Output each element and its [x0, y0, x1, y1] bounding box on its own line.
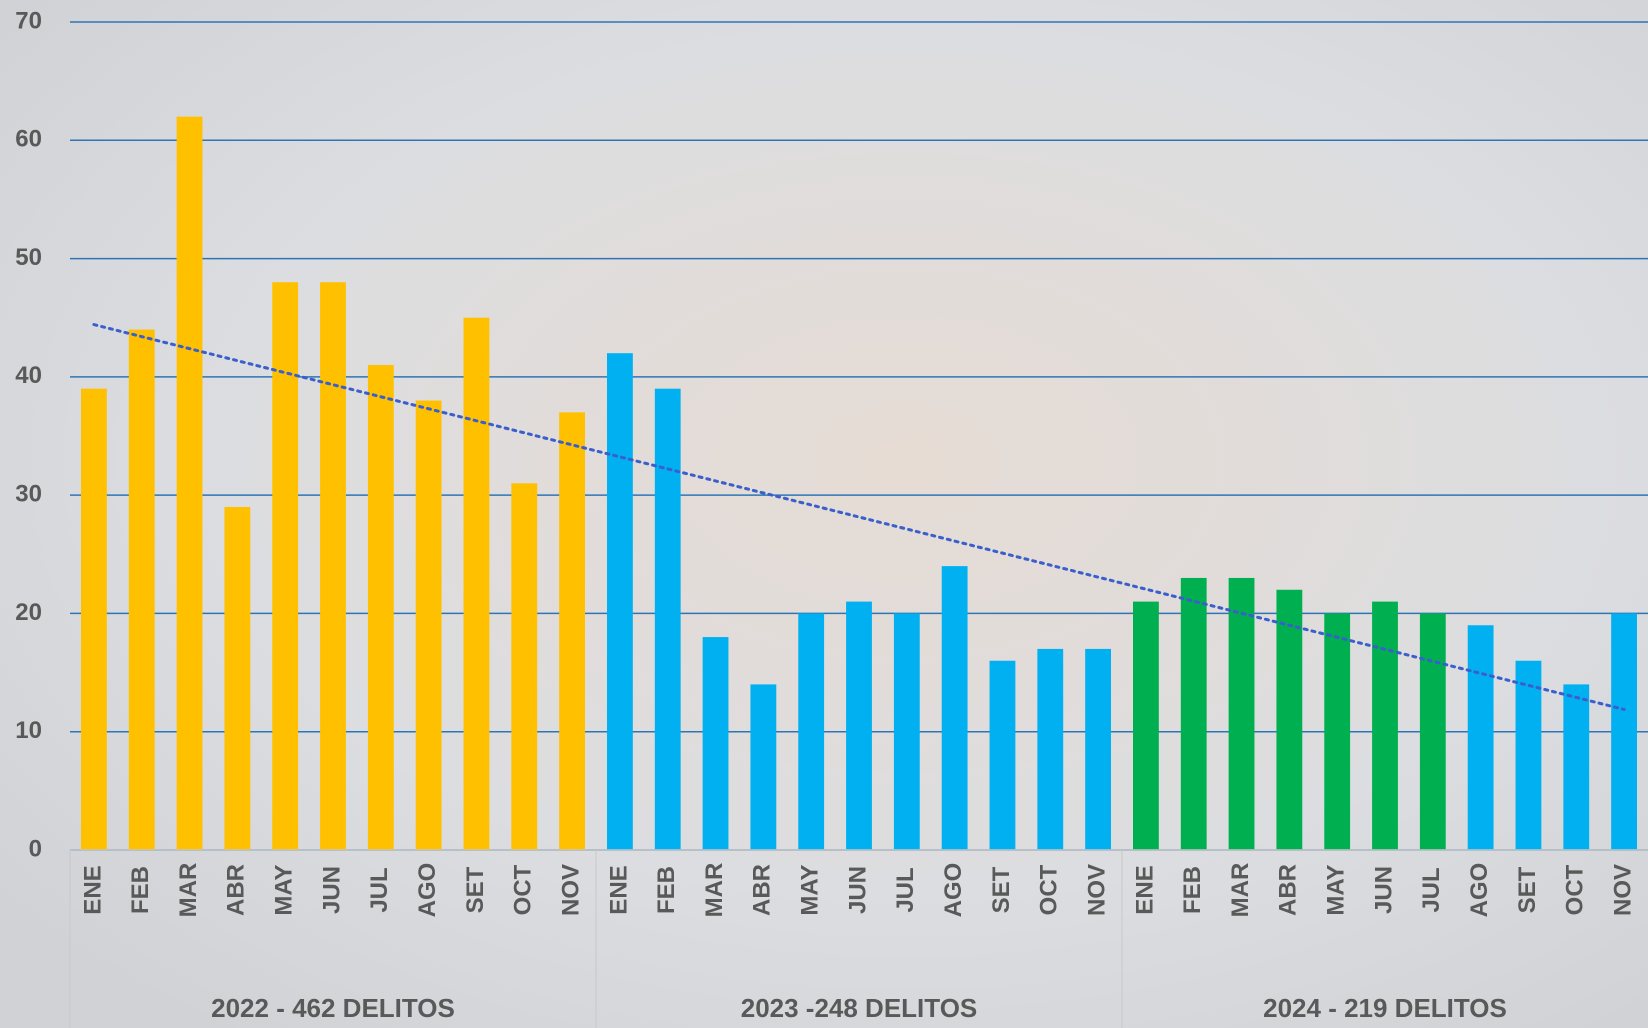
x-tick-label: ABR — [223, 864, 250, 916]
bar — [606, 353, 633, 850]
x-tick-label: JUL — [1418, 867, 1445, 912]
bar — [750, 684, 777, 850]
x-tick-label: SET — [988, 866, 1015, 913]
bar — [511, 483, 538, 850]
bar — [1563, 684, 1590, 850]
x-tick-label: SET — [462, 866, 489, 913]
group-label: 2023 -248 DELITOS — [741, 993, 978, 1023]
x-tick-label: FEB — [653, 866, 680, 914]
bar — [320, 282, 346, 850]
x-tick-label: JUL — [366, 867, 393, 912]
x-tick-label: OCT — [510, 864, 537, 915]
bar — [559, 412, 586, 850]
bar — [128, 329, 155, 850]
group-label: 2024 - 219 DELITOS — [1263, 993, 1507, 1023]
x-tick-label: NOV — [557, 864, 584, 916]
x-tick-label: FEB — [1179, 866, 1206, 914]
bar — [1467, 625, 1494, 850]
x-tick-label: AGO — [1466, 863, 1493, 918]
y-tick-label: 30 — [15, 480, 42, 507]
x-tick-label: MAY — [271, 864, 298, 915]
x-tick-label: NOV — [1609, 864, 1636, 916]
x-tick-label: SET — [1514, 866, 1541, 913]
x-tick-label: MAR — [175, 863, 202, 918]
bar — [846, 601, 872, 850]
x-tick-label: MAY — [797, 864, 824, 915]
y-tick-label: 70 — [15, 7, 42, 34]
y-tick-label: 0 — [29, 835, 42, 862]
bar — [1515, 660, 1542, 850]
bar — [463, 317, 490, 850]
bar — [224, 506, 251, 850]
bar — [1372, 601, 1398, 850]
bar — [1419, 613, 1446, 850]
bar — [1611, 613, 1638, 850]
bar — [1132, 601, 1159, 850]
bar — [176, 116, 203, 851]
x-tick-label: JUL — [892, 867, 919, 912]
x-tick-label: JUN — [844, 866, 871, 914]
group-label: 2022 - 462 DELITOS — [211, 993, 455, 1023]
x-tick-label: ABR — [1275, 864, 1302, 916]
bar — [1037, 648, 1064, 850]
x-tick-label: MAR — [701, 863, 728, 918]
x-tick-label: ENE — [79, 865, 106, 914]
y-tick-label: 20 — [15, 599, 42, 626]
bar — [1228, 577, 1255, 850]
x-tick-label: AGO — [940, 863, 967, 918]
bar — [798, 613, 825, 850]
bar — [272, 282, 299, 850]
x-tick-label: MAR — [1227, 863, 1254, 918]
x-tick-label: OCT — [1562, 864, 1589, 915]
y-tick-label: 60 — [15, 126, 42, 153]
x-tick-label: ENE — [1131, 865, 1158, 914]
bar — [415, 400, 442, 850]
y-tick-label: 40 — [15, 362, 42, 389]
bar — [702, 637, 729, 850]
trendline — [92, 323, 1626, 711]
bar — [989, 660, 1016, 850]
x-tick-label: JUN — [318, 866, 345, 914]
x-tick-label: FEB — [127, 866, 154, 914]
bar — [1180, 577, 1207, 850]
x-tick-label: AGO — [414, 863, 441, 918]
bar — [367, 365, 394, 850]
bar — [941, 566, 968, 850]
x-tick-label: OCT — [1036, 864, 1063, 915]
bar — [1085, 648, 1112, 850]
x-tick-label: NOV — [1083, 864, 1110, 916]
y-tick-label: 10 — [15, 717, 42, 744]
x-tick-label: ENE — [605, 865, 632, 914]
bar — [1324, 613, 1351, 850]
x-tick-label: ABR — [749, 864, 776, 916]
bar — [1276, 589, 1303, 850]
bar — [80, 388, 107, 850]
y-tick-label: 50 — [15, 244, 42, 271]
bar — [893, 613, 920, 850]
bar — [654, 388, 681, 850]
x-tick-label: MAY — [1323, 864, 1350, 915]
x-tick-label: JUN — [1370, 866, 1397, 914]
